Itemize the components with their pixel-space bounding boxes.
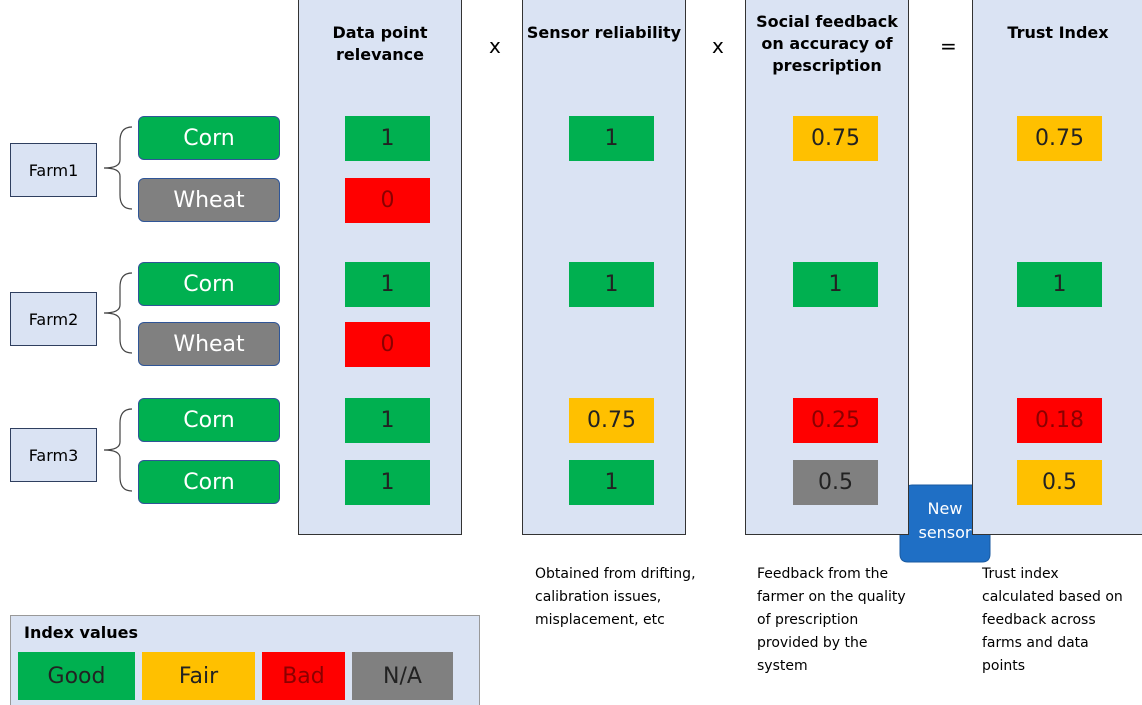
index-cell: 0.75: [793, 116, 878, 161]
index-cell: 0.5: [793, 460, 878, 505]
crop-button: Corn: [138, 460, 280, 504]
crop-button: Corn: [138, 262, 280, 306]
column-note: Obtained from drifting, calibration issu…: [535, 566, 696, 628]
index-cell: 1: [1017, 262, 1102, 307]
legend-item: Bad: [262, 652, 345, 700]
index-cell: 1: [569, 116, 654, 161]
index-cell: 1: [345, 262, 430, 307]
index-cell: 0.18: [1017, 398, 1102, 443]
farm-label: Farm3: [10, 428, 97, 482]
operator: x: [712, 34, 724, 58]
crop-button: Wheat: [138, 178, 280, 222]
crop-button: Corn: [138, 398, 280, 442]
brace: [103, 408, 133, 492]
operator: x: [489, 34, 501, 58]
column-note: Feedback from the farmer on the quality …: [757, 566, 906, 674]
index-cell: 0: [345, 178, 430, 223]
index-cell: 1: [569, 262, 654, 307]
index-cell: 1: [793, 262, 878, 307]
index-cell: 1: [345, 116, 430, 161]
farm-label: Farm2: [10, 292, 97, 346]
index-cell: 1: [345, 460, 430, 505]
index-cell: 0.75: [569, 398, 654, 443]
column-header: Sensor reliability: [526, 23, 682, 42]
brace: [103, 272, 133, 354]
index-cell: 0.5: [1017, 460, 1102, 505]
column-header: Social feedback on accuracy of prescript…: [756, 12, 898, 75]
column-header: Trust Index: [1007, 23, 1109, 42]
crop-button: Wheat: [138, 322, 280, 366]
farm-label: Farm1: [10, 143, 97, 197]
legend-title: Index values: [24, 623, 139, 642]
index-cell: 1: [345, 398, 430, 443]
legend-item: Fair: [142, 652, 255, 700]
column-note: Trust index calculated based on feedback…: [982, 566, 1123, 674]
index-cell: 0.75: [1017, 116, 1102, 161]
legend-item: Good: [18, 652, 135, 700]
brace: [103, 126, 133, 210]
index-cell: 0.25: [793, 398, 878, 443]
operator: =: [940, 34, 957, 58]
callout-text: New sensor: [918, 499, 972, 542]
index-cell: 1: [569, 460, 654, 505]
column-header: Data point relevance: [332, 23, 428, 64]
crop-button: Corn: [138, 116, 280, 160]
index-cell: 0: [345, 322, 430, 367]
legend-item: N/A: [352, 652, 453, 700]
